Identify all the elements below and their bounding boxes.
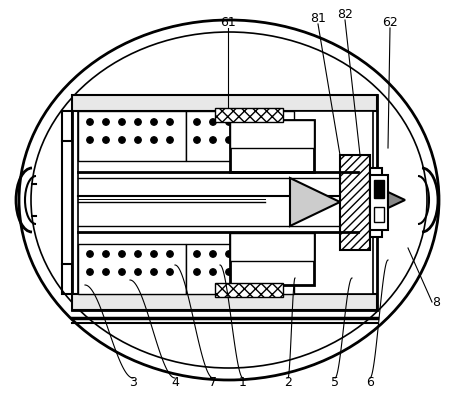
Text: 62: 62 — [382, 16, 398, 28]
Circle shape — [87, 137, 93, 143]
Text: 81: 81 — [310, 12, 326, 24]
Text: 8: 8 — [432, 296, 440, 308]
Bar — [230, 233, 314, 261]
Circle shape — [119, 137, 125, 143]
Bar — [374, 180, 384, 198]
Bar — [72, 95, 377, 111]
Circle shape — [258, 137, 264, 143]
Circle shape — [151, 119, 157, 125]
Polygon shape — [290, 178, 340, 226]
Bar — [215, 108, 283, 122]
Circle shape — [242, 251, 248, 257]
Bar — [230, 233, 314, 285]
Bar — [370, 168, 382, 237]
Circle shape — [135, 119, 141, 125]
Bar — [186, 244, 294, 294]
Text: 5: 5 — [331, 375, 339, 389]
Circle shape — [210, 137, 216, 143]
Circle shape — [210, 269, 216, 275]
Circle shape — [258, 119, 264, 125]
Ellipse shape — [19, 20, 439, 380]
Circle shape — [167, 137, 173, 143]
Circle shape — [103, 119, 109, 125]
Circle shape — [194, 137, 200, 143]
Circle shape — [119, 119, 125, 125]
Circle shape — [103, 269, 109, 275]
Text: 82: 82 — [337, 8, 353, 20]
Circle shape — [103, 137, 109, 143]
Circle shape — [226, 137, 232, 143]
Bar — [370, 175, 388, 230]
Circle shape — [258, 251, 264, 257]
Text: 4: 4 — [171, 375, 179, 389]
Text: 7: 7 — [209, 375, 217, 389]
Circle shape — [151, 251, 157, 257]
Circle shape — [135, 251, 141, 257]
Circle shape — [87, 269, 93, 275]
Circle shape — [167, 269, 173, 275]
Polygon shape — [388, 192, 405, 208]
Circle shape — [242, 269, 248, 275]
Bar — [72, 294, 377, 310]
Circle shape — [135, 269, 141, 275]
Bar — [230, 120, 314, 172]
Circle shape — [242, 119, 248, 125]
Circle shape — [167, 251, 173, 257]
Circle shape — [103, 251, 109, 257]
Bar — [78, 111, 186, 161]
Bar — [230, 120, 314, 148]
Circle shape — [151, 137, 157, 143]
Circle shape — [87, 251, 93, 257]
Circle shape — [194, 251, 200, 257]
Text: 3: 3 — [129, 375, 137, 389]
Circle shape — [274, 269, 280, 275]
Bar — [215, 283, 283, 297]
Circle shape — [119, 269, 125, 275]
Circle shape — [274, 119, 280, 125]
Circle shape — [210, 119, 216, 125]
Bar — [78, 244, 186, 294]
Text: 61: 61 — [220, 16, 236, 28]
Circle shape — [274, 137, 280, 143]
Bar — [340, 155, 370, 250]
Text: 2: 2 — [284, 375, 292, 389]
Circle shape — [226, 251, 232, 257]
Circle shape — [194, 269, 200, 275]
Ellipse shape — [31, 32, 427, 368]
Circle shape — [274, 251, 280, 257]
Bar — [78, 111, 373, 294]
Circle shape — [135, 137, 141, 143]
Text: 1: 1 — [239, 375, 247, 389]
Circle shape — [210, 251, 216, 257]
Circle shape — [226, 119, 232, 125]
Circle shape — [119, 251, 125, 257]
Circle shape — [242, 137, 248, 143]
Circle shape — [226, 269, 232, 275]
Circle shape — [151, 269, 157, 275]
Bar — [72, 95, 377, 310]
Circle shape — [87, 119, 93, 125]
Circle shape — [258, 269, 264, 275]
Circle shape — [167, 119, 173, 125]
Bar — [186, 111, 294, 161]
Text: 6: 6 — [366, 375, 374, 389]
Circle shape — [194, 119, 200, 125]
Bar — [374, 207, 384, 222]
